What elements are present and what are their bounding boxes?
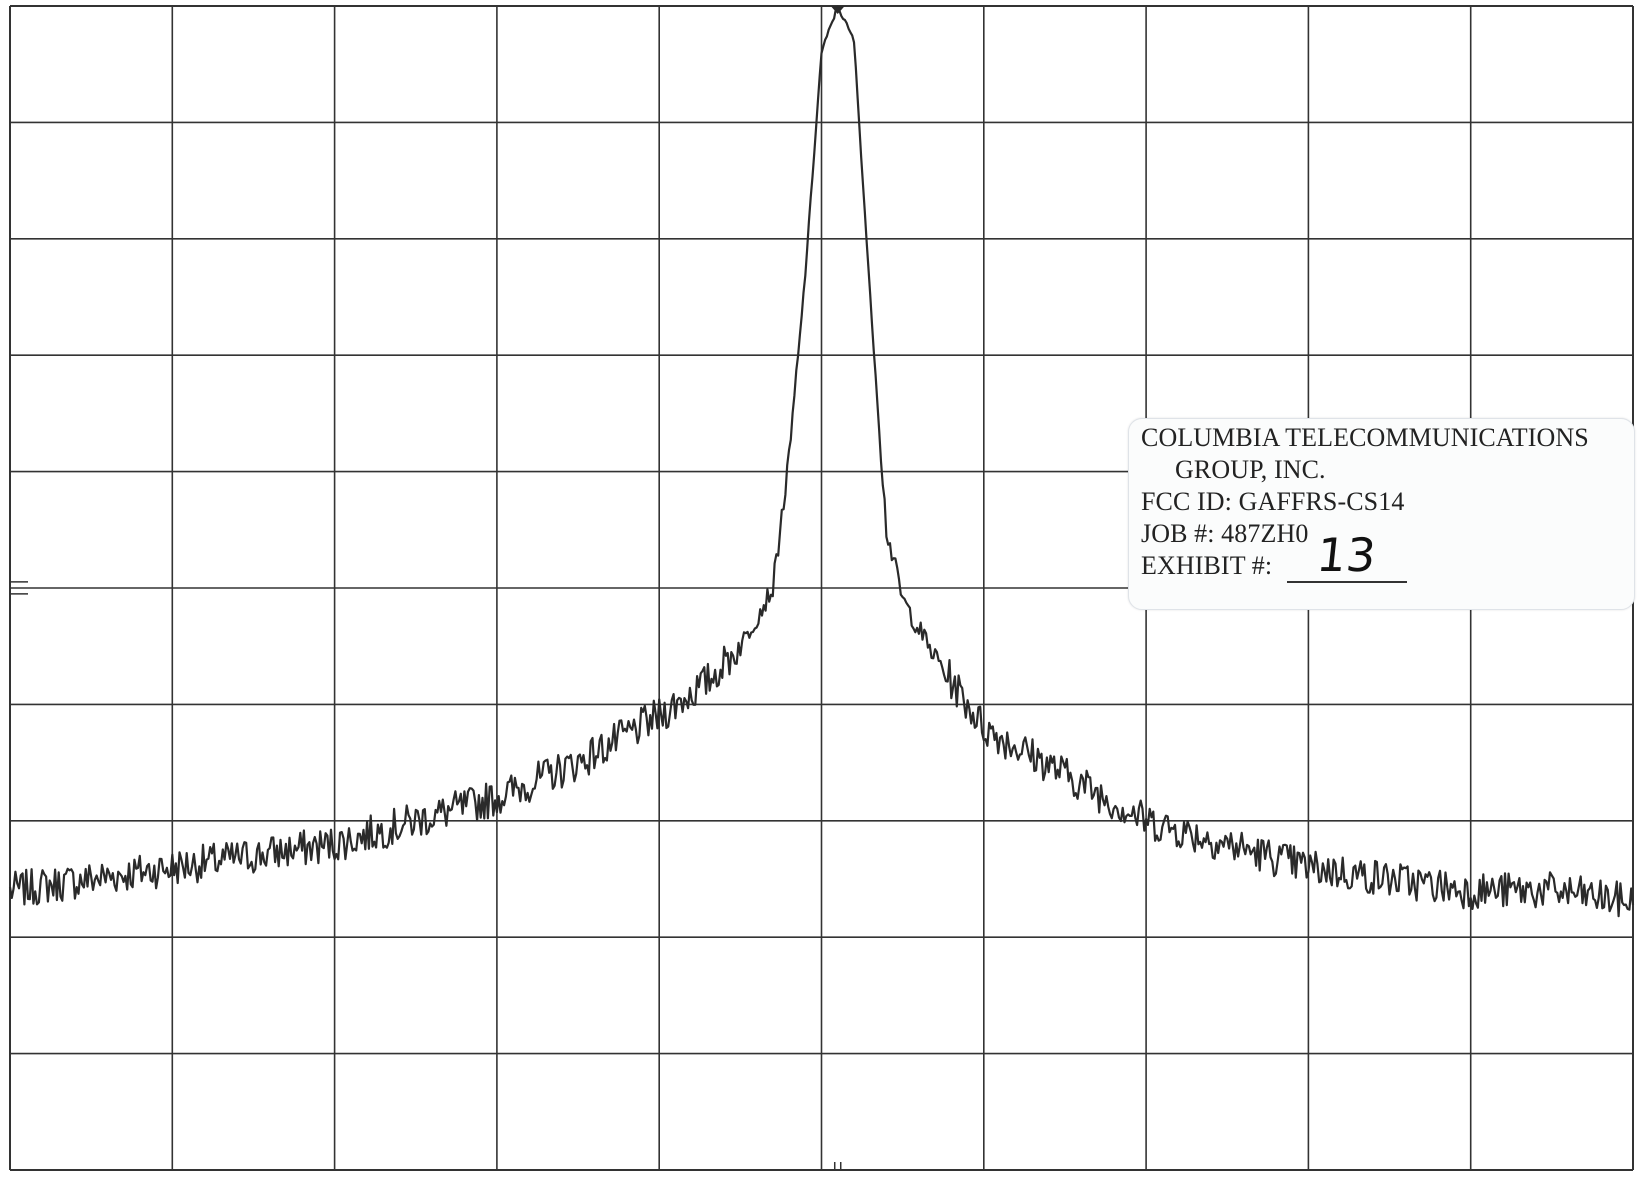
trace-line (8, 5, 1635, 918)
label-exhibit: EXHIBIT #: (1141, 551, 1273, 580)
label-company: COLUMBIA TELECOMMUNICATIONS (1141, 423, 1589, 452)
exhibit-number: 13 (1314, 528, 1379, 582)
peak-marker (830, 6, 845, 14)
label-job-number: JOB #: 487ZH0 (1141, 519, 1309, 548)
trace-group (8, 5, 1635, 918)
label-company-suffix: GROUP, INC. (1175, 455, 1326, 484)
label-fcc-id: FCC ID: GAFFRS-CS14 (1141, 487, 1405, 516)
edge-markers (10, 581, 842, 1170)
exhibit-underline (1287, 581, 1407, 583)
exhibit-label: COLUMBIA TELECOMMUNICATIONS GROUP, INC. … (1128, 418, 1635, 610)
